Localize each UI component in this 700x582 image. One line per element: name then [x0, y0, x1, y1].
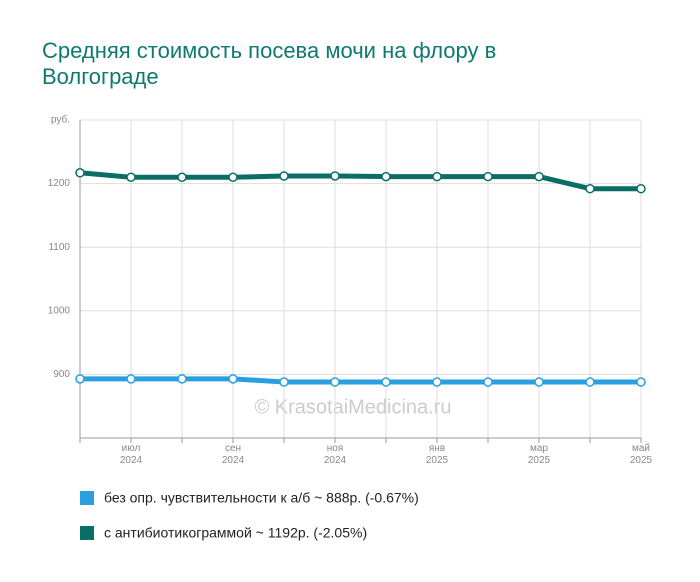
- point: [483, 171, 493, 182]
- y-tick-label: 900: [53, 369, 70, 380]
- chart-title: Средняя стоимость посева мочи на флору в…: [42, 38, 497, 89]
- point: [126, 374, 136, 384]
- point: [330, 171, 340, 181]
- legend-label: без опр. чувствительности к а/б ~ 888р. …: [104, 490, 419, 506]
- y-tick-label: 1200: [48, 178, 71, 189]
- point: [636, 183, 646, 194]
- x-tick-label: июл 2024: [119, 443, 143, 466]
- point: [534, 377, 544, 387]
- point: [330, 377, 340, 387]
- x-tick-label: сен 2024: [221, 443, 245, 466]
- point: [585, 377, 595, 387]
- point: [381, 377, 391, 387]
- point: [279, 377, 289, 387]
- point: [228, 374, 238, 384]
- point: [381, 171, 391, 182]
- point: [75, 374, 85, 384]
- point: [75, 168, 85, 178]
- point: [432, 377, 442, 387]
- x-tick-label: ноя 2024: [323, 443, 347, 466]
- y-tick-label: 1100: [48, 242, 70, 253]
- legend-label: с антибиотикограммой ~ 1192р. (-2.05%): [104, 525, 367, 541]
- point: [585, 183, 595, 194]
- watermark: © KrasotaiMedicina.ru: [254, 396, 451, 418]
- y-tick-label: 1000: [48, 305, 71, 316]
- point: [483, 377, 493, 387]
- series-line: [80, 376, 641, 385]
- x-tick-label: май 2025: [629, 443, 653, 466]
- legend-swatch: [80, 526, 94, 540]
- x-tick-label: янв 2025: [425, 443, 449, 466]
- point: [126, 172, 136, 182]
- point: [534, 171, 544, 182]
- point: [636, 377, 646, 387]
- point: [228, 172, 238, 182]
- point: [177, 172, 187, 182]
- legend-swatch: [80, 491, 94, 505]
- point: [432, 171, 442, 182]
- point: [177, 374, 187, 384]
- point: [279, 171, 289, 181]
- series-line: [79, 170, 641, 192]
- x-tick-label: мар 2025: [527, 443, 551, 466]
- y-tick-label: руб.: [51, 114, 70, 126]
